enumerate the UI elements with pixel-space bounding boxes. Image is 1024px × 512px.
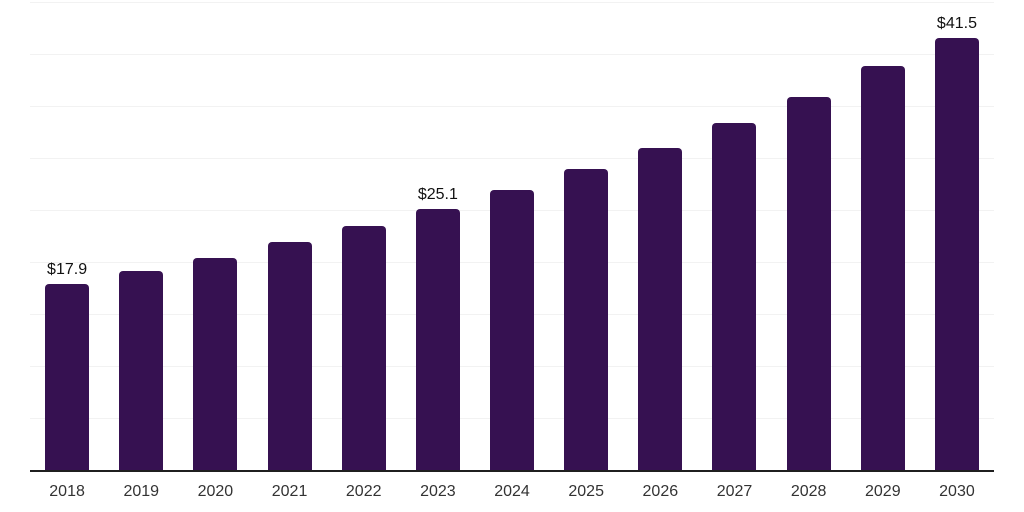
gridline [30,2,994,3]
bar-2027 [712,122,757,470]
bar-group-2018: $17.9 [30,2,104,470]
bar-2018 [45,283,90,470]
x-tick-label-2024: 2024 [494,483,530,500]
x-tick-label-2023: 2023 [420,483,456,500]
bar-group-2027 [697,2,771,470]
gridline [30,54,994,56]
bar-2026 [638,147,683,470]
plot-area: $17.9 $25.1 $41.5 [30,2,994,472]
x-tick-label-2019: 2019 [123,483,160,500]
x-tick-label-2029: 2029 [865,483,901,500]
bar-2024 [490,190,535,470]
gridline [30,106,994,107]
value-label-2023: $25.1 [417,185,458,203]
x-tick-label-2028: 2028 [790,483,827,500]
x-axis: 2018 2019 2020 2021 2022 2023 2024 2025 2026 2027… [30,481,994,503]
bar-2021 [267,242,312,470]
bar-group-2030: $41.5 [920,2,994,470]
x-tick-label-2021: 2021 [271,483,308,500]
bar-group-2029 [846,2,920,470]
bar-group-2024 [475,2,549,470]
bar-2025 [564,169,609,470]
bar-group-2026 [623,2,697,470]
x-tick-label-2018: 2018 [49,483,85,500]
bar-group-2020 [178,2,252,470]
value-label-2030: $41.5 [936,15,977,33]
bar-2029 [860,66,905,470]
x-tick-label-2020: 2020 [197,483,234,500]
bar-2020 [193,257,238,470]
bar-group-2028 [772,2,846,470]
x-tick-label-2022: 2022 [345,483,382,500]
bar-2023 [415,208,460,470]
bar-2022 [341,225,386,470]
x-tick-label-2026: 2026 [642,483,679,500]
bar-group-2022 [327,2,401,470]
x-tick-label-2027: 2027 [716,483,753,500]
bar-group-2019 [104,2,178,470]
value-label-2018: $17.9 [47,260,88,278]
x-tick-label-2025: 2025 [568,483,604,500]
gridline [30,158,994,160]
bar-2028 [786,96,831,470]
bar-group-2021 [252,2,326,470]
bar-2019 [119,271,164,470]
bar-group-2025 [549,2,623,470]
bar-2030 [934,38,979,470]
x-tick-label-2030: 2030 [939,483,975,500]
bar-group-2023: $25.1 [401,2,475,470]
